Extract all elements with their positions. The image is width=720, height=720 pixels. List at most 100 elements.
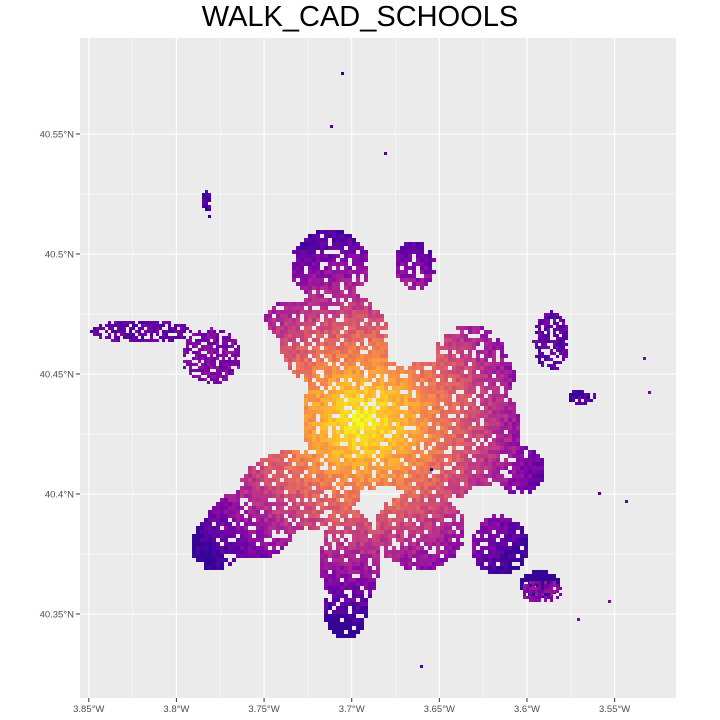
raster-cell bbox=[320, 566, 324, 570]
raster-cell bbox=[360, 374, 364, 378]
raster-cell bbox=[228, 366, 231, 369]
raster-cell bbox=[448, 418, 452, 422]
raster-cell bbox=[360, 382, 364, 386]
raster-cell bbox=[532, 454, 536, 458]
raster-cell bbox=[324, 410, 328, 414]
raster-cell bbox=[428, 546, 432, 550]
raster-cell bbox=[348, 526, 352, 530]
raster-cell bbox=[388, 534, 392, 538]
raster-cell bbox=[536, 458, 540, 462]
raster-cell bbox=[460, 342, 464, 346]
raster-cell bbox=[440, 422, 444, 426]
raster-cell bbox=[550, 352, 553, 355]
raster-cell bbox=[550, 313, 553, 316]
raster-cell bbox=[224, 518, 228, 522]
raster-cell bbox=[348, 382, 352, 386]
raster-cell bbox=[195, 369, 198, 372]
raster-cell bbox=[440, 538, 444, 542]
raster-cell bbox=[384, 354, 388, 358]
raster-cell bbox=[356, 278, 360, 282]
raster-cell bbox=[500, 558, 504, 562]
raster-cell bbox=[272, 330, 276, 334]
raster-cell bbox=[344, 346, 348, 350]
raster-cell bbox=[384, 402, 388, 406]
raster-cell bbox=[348, 634, 352, 638]
raster-cell bbox=[268, 506, 272, 510]
raster-cell bbox=[436, 386, 440, 390]
raster-cell bbox=[168, 339, 171, 342]
raster-cell bbox=[320, 470, 324, 474]
raster-cell bbox=[344, 422, 348, 426]
raster-cell bbox=[312, 462, 316, 466]
raster-cell bbox=[392, 378, 396, 382]
raster-cell bbox=[500, 554, 504, 558]
raster-cell bbox=[332, 422, 336, 426]
raster-cell bbox=[404, 446, 408, 450]
raster-cell bbox=[336, 622, 340, 626]
raster-cell bbox=[316, 402, 320, 406]
raster-cell bbox=[496, 346, 500, 350]
raster-cell bbox=[356, 314, 360, 318]
raster-cell bbox=[420, 382, 424, 386]
raster-cell bbox=[344, 602, 348, 606]
raster-cell bbox=[372, 458, 376, 462]
raster-cell bbox=[416, 498, 420, 502]
raster-cell bbox=[256, 534, 260, 538]
raster-cell bbox=[316, 346, 320, 350]
raster-cell bbox=[256, 538, 260, 542]
raster-cell bbox=[308, 474, 312, 478]
raster-cell bbox=[520, 446, 524, 450]
raster-cell bbox=[348, 546, 352, 550]
raster-cell bbox=[332, 282, 336, 286]
raster-cell bbox=[416, 254, 420, 258]
x-tick-label: 3.65°W bbox=[424, 704, 455, 715]
raster-cell bbox=[520, 466, 524, 470]
raster-cell bbox=[312, 494, 316, 498]
raster-cell bbox=[492, 366, 496, 370]
raster-cell bbox=[210, 360, 213, 363]
raster-cell bbox=[396, 522, 400, 526]
raster-cell bbox=[340, 398, 344, 402]
raster-cell bbox=[114, 330, 117, 333]
raster-cell bbox=[328, 626, 332, 630]
raster-cell bbox=[231, 342, 234, 345]
raster-cell bbox=[448, 358, 452, 362]
raster-cell bbox=[344, 510, 348, 514]
raster-cell bbox=[348, 390, 352, 394]
raster-cell bbox=[536, 570, 540, 574]
raster-cell bbox=[304, 286, 308, 290]
raster-cell bbox=[404, 254, 408, 258]
raster-cell bbox=[368, 394, 372, 398]
raster-cell bbox=[332, 358, 336, 362]
raster-cell bbox=[220, 514, 224, 518]
raster-cell bbox=[96, 330, 99, 333]
raster-cell bbox=[219, 354, 222, 357]
raster-cell bbox=[356, 378, 360, 382]
raster-cell bbox=[320, 254, 324, 258]
raster-cell bbox=[380, 530, 384, 534]
raster-cell bbox=[556, 316, 559, 319]
raster-cell bbox=[436, 514, 440, 518]
raster-cell bbox=[372, 346, 376, 350]
raster-cell bbox=[340, 386, 344, 390]
raster-cell bbox=[541, 337, 544, 340]
raster-cell bbox=[420, 394, 424, 398]
raster-cell bbox=[538, 352, 541, 355]
raster-cell bbox=[316, 342, 320, 346]
raster-cell bbox=[153, 330, 156, 333]
raster-cell bbox=[472, 378, 476, 382]
raster-cell bbox=[468, 370, 472, 374]
raster-cell bbox=[336, 618, 340, 622]
raster-cell bbox=[424, 370, 428, 374]
raster-cell bbox=[550, 596, 553, 599]
raster-cell bbox=[424, 474, 428, 478]
raster-cell bbox=[364, 466, 368, 470]
raster-cell bbox=[304, 342, 308, 346]
raster-cell bbox=[336, 302, 340, 306]
raster-cell bbox=[569, 393, 572, 396]
raster-cell bbox=[384, 410, 388, 414]
raster-cell bbox=[344, 294, 348, 298]
raster-cell bbox=[320, 510, 324, 514]
raster-cell bbox=[408, 394, 412, 398]
raster-cell bbox=[300, 278, 304, 282]
